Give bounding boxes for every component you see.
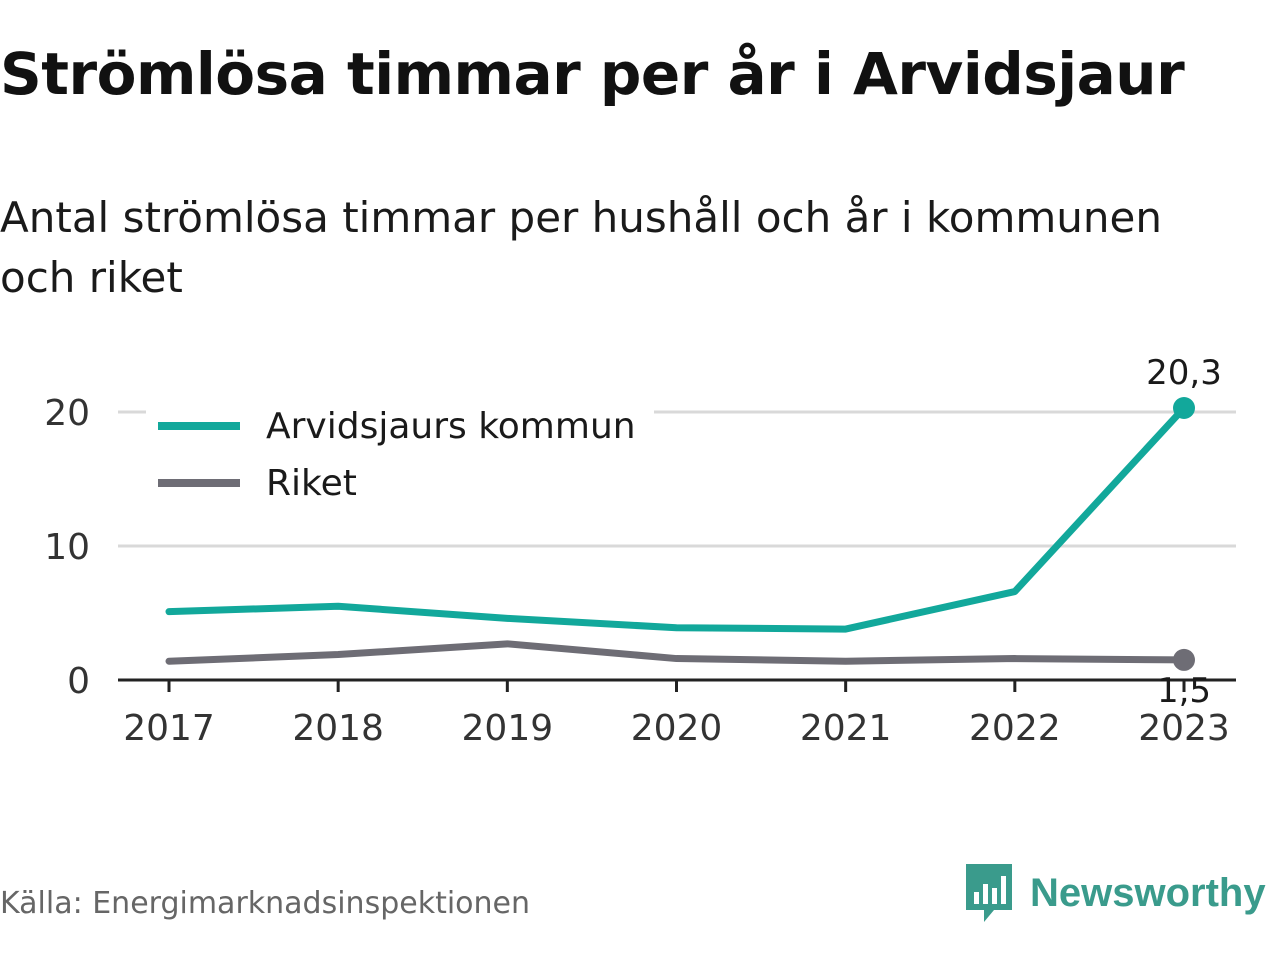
y-tick-label: 10 (44, 527, 90, 568)
x-tick-label: 2018 (292, 708, 384, 749)
end-value-label: 1,5 (1157, 671, 1211, 711)
end-value-label: 20,3 (1146, 353, 1222, 393)
y-tick-label: 0 (67, 661, 90, 702)
source-note: Källa: Energimarknadsinspektionen (0, 886, 531, 921)
chart-subtitle: Antal strömlösa timmar per hushåll och å… (0, 193, 1162, 302)
end-point-marker (1173, 396, 1195, 419)
x-tick-label: 2017 (123, 708, 215, 749)
line-chart: 0 10 20 2017 2018 2019 2020 2021 2022 2023 Arvids… (44, 353, 1236, 749)
legend-label-arvidsjaur: Arvidsjaurs kommun (266, 406, 636, 447)
series-layer: 20,3 1,5 (165, 353, 1222, 711)
x-tick-label: 2020 (631, 708, 723, 749)
legend: Arvidsjaurs kommun Riket (146, 396, 654, 516)
newsworthy-logo-icon (966, 864, 1012, 922)
x-tick-label: 2023 (1138, 708, 1230, 749)
x-tick-label: 2021 (800, 708, 892, 749)
axis-layer: 0 10 20 2017 2018 2019 2020 2021 2022 2023 (44, 393, 1236, 749)
x-tick-label: 2019 (462, 708, 554, 749)
end-point-marker (1173, 648, 1195, 671)
legend-label-riket: Riket (266, 463, 357, 504)
brand-name: Newsworthy (1030, 870, 1266, 915)
brand-logo[interactable]: Newsworthy (964, 864, 1266, 922)
legend-background (146, 396, 654, 516)
series-line-riket (165, 640, 1188, 665)
x-tick-label: 2022 (969, 708, 1061, 749)
chart-title: Strömlösa timmar per år i Arvidsjaur (0, 40, 1185, 108)
y-tick-label: 20 (44, 393, 90, 434)
series-line-arvidsjaur (165, 404, 1188, 633)
